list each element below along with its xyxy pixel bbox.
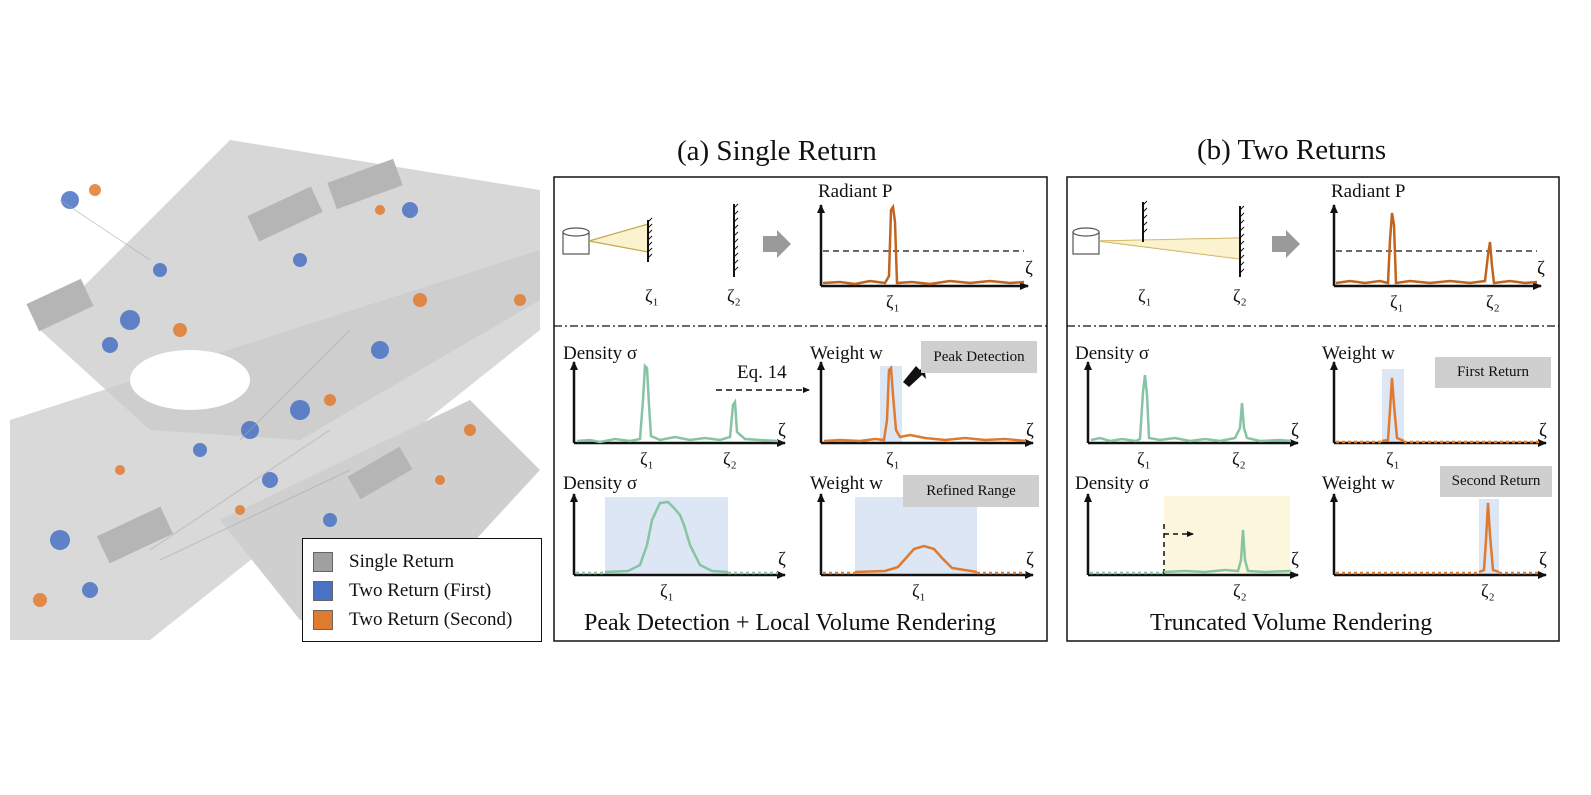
eq14-label: Eq. 14: [737, 362, 787, 383]
legend-item-two-return-first: Two Return (First): [313, 579, 491, 603]
panel-a-density-top-zeta2-tick: ζ₂: [723, 449, 737, 469]
panel-b-density-bottom-plot: [1084, 493, 1299, 579]
panel-b-radiant-label: Radiant P: [1331, 181, 1406, 202]
panel-a-weight-bottom-label: Weight w: [810, 473, 883, 494]
panel-b-caption: Truncated Volume Rendering: [1150, 610, 1433, 636]
panel-b-radiant-zeta-axis: ζ: [1537, 258, 1545, 279]
panel-b-density-top-zeta-axis: ζ: [1291, 420, 1299, 441]
panel-b-density-bottom-zeta2-tick: ζ₂: [1233, 581, 1247, 601]
panel-b-wall-zeta1-label: ζ₁: [1138, 286, 1152, 306]
panel-b-title: (b) Two Returns: [1197, 134, 1387, 166]
panel-a-weight-bottom-plot: [817, 493, 1034, 579]
panel-a-radiant-label: Radiant P: [818, 181, 893, 202]
panel-a-density-top-label: Density σ: [563, 343, 638, 364]
refined-range-tag: Refined Range: [903, 475, 1039, 507]
panel-a-weight-top-zeta1-tick: ζ₁: [886, 449, 900, 469]
panel-a-density-top-zeta1-tick: ζ₁: [640, 449, 654, 469]
panel-b-density-bottom-label: Density σ: [1075, 473, 1150, 494]
legend-label-first: Two Return (First): [349, 580, 492, 601]
panel-a-weight-bottom-zeta-axis: ζ: [1026, 549, 1034, 570]
panel-b-wall-zeta2-label: ζ₂: [1233, 286, 1247, 306]
legend-label-second: Two Return (Second): [349, 609, 513, 630]
legend-item-two-return-second: Two Return (Second): [313, 608, 512, 632]
panel-a-radiant-plot: [817, 203, 1029, 290]
panel-a-frame: [553, 176, 1048, 642]
legend-label-single: Single Return: [349, 551, 455, 572]
panel-a-wall-zeta1-label: ζ₁: [645, 286, 659, 306]
panel-a-density-bottom-zeta-axis: ζ: [778, 549, 786, 570]
panel-a-lidar-sensor: [562, 203, 739, 277]
panel-b-weight-bottom-plot: [1330, 493, 1547, 579]
legend-item-single-return: Single Return: [313, 550, 454, 574]
panel-b-weight-top-plot: [1330, 361, 1547, 447]
peak-detection-tag: Peak Detection: [921, 341, 1037, 373]
panel-b-density-top-label: Density σ: [1075, 343, 1150, 364]
panel-b-lidar-sensor: [1072, 200, 1245, 277]
panel-b-radiant-zeta2-tick: ζ₂: [1486, 292, 1500, 312]
panel-a-big-arrow: [763, 230, 791, 258]
panel-b-weight-bottom-zeta-axis: ζ: [1539, 549, 1547, 570]
panel-b-radiant-zeta1-tick: ζ₁: [1390, 292, 1404, 312]
panel-a-radiant-zeta1-tick: ζ₁: [886, 292, 900, 312]
panel-b-weight-top-zeta-axis: ζ: [1539, 420, 1547, 441]
lidar-point-cloud-illustration: [10, 140, 540, 640]
panel-b-density-top-zeta1-tick: ζ₁: [1137, 449, 1151, 469]
point-cloud-legend: Single Return Two Return (First) Two Ret…: [302, 538, 542, 642]
panel-a-density-top-zeta-axis: ζ: [778, 420, 786, 441]
panel-b-big-arrow: [1272, 230, 1300, 258]
panel-b-density-top-plot: [1084, 361, 1299, 447]
first-return-tag: First Return: [1435, 357, 1551, 388]
legend-swatch-single: [313, 552, 333, 572]
panel-a-caption: Peak Detection + Local Volume Rendering: [584, 610, 996, 636]
panel-b-weight-top-zeta1-tick: ζ₁: [1386, 449, 1400, 469]
panel-b-density-bottom-zeta-axis: ζ: [1291, 549, 1299, 570]
panel-a-weight-bottom-zeta1-tick: ζ₁: [912, 581, 926, 601]
panel-b-radiant-plot: [1330, 204, 1542, 290]
panel-a-title: (a) Single Return: [677, 135, 877, 167]
panel-b-weight-bottom-zeta2-tick: ζ₂: [1481, 581, 1495, 601]
panel-a-radiant-zeta-axis: ζ: [1025, 258, 1033, 279]
panel-b-weight-bottom-label: Weight w: [1322, 473, 1395, 494]
panel-b-frame: [1066, 176, 1560, 642]
panel-a-weight-top-zeta-axis: ζ: [1026, 420, 1034, 441]
legend-swatch-first: [313, 581, 333, 601]
second-return-tag: Second Return: [1440, 466, 1552, 497]
panel-a-density-bottom-plot: [570, 493, 786, 579]
panel-a-density-top-plot: [570, 361, 786, 447]
panel-a-weight-top-plot: [817, 361, 1034, 447]
panel-b-density-top-zeta2-tick: ζ₂: [1232, 449, 1246, 469]
panel-a-wall-zeta2-label: ζ₂: [727, 286, 741, 306]
panel-a-density-bottom-label: Density σ: [563, 473, 638, 494]
panel-b-weight-top-label: Weight w: [1322, 343, 1395, 364]
panel-a-density-bottom-zeta1-tick: ζ₁: [660, 581, 674, 601]
panel-a-weight-top-label: Weight w: [810, 343, 883, 364]
legend-swatch-second: [313, 610, 333, 630]
